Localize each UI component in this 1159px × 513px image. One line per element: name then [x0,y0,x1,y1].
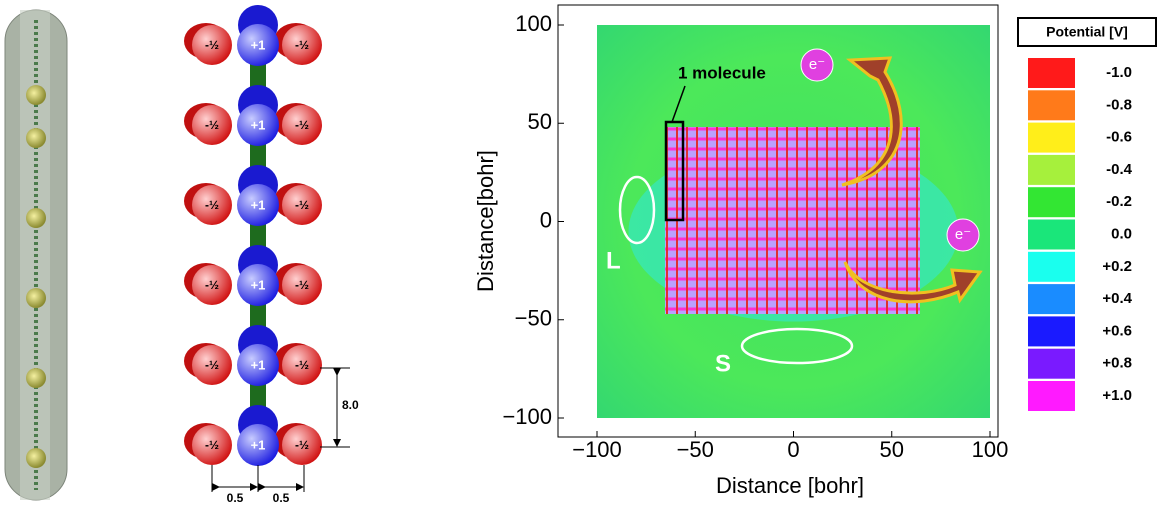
molecule-box [664,120,685,222]
colorbar-swatch [1028,90,1075,121]
charge-label: -½ [205,118,219,132]
y-tick-label: −100 [502,404,552,429]
colorbar-label: 0.0 [1111,225,1132,242]
charge-label: +1 [251,437,266,452]
molecule-pointer [671,85,686,123]
charge-sphere [282,265,322,305]
colorbar-label: -0.2 [1106,193,1132,210]
charge-label: -½ [205,358,219,372]
spacing-label: 8.0 [342,398,359,412]
annotation: e⁻ [809,56,825,73]
colorbar-swatch [1028,219,1075,250]
charge-label: +1 [251,277,266,292]
colorbar-label: +0.6 [1102,322,1132,339]
x-tick-label: −50 [677,437,714,462]
annotation: S [715,350,731,377]
charge-sphere [192,185,232,225]
colorbar-swatch [1028,316,1075,347]
colorbar-swatch [1028,58,1075,88]
charge-sphere [282,345,322,385]
colorbar-swatch [1028,251,1075,282]
charge-label: +1 [251,37,266,52]
charge-label: -½ [295,38,309,52]
charge-label: -½ [295,278,309,292]
x-tick-label: 0 [787,437,799,462]
charge-sphere [282,25,322,65]
emission-arrow [841,56,903,187]
colorbar-label: -0.4 [1106,161,1133,178]
y-axis-label: Distance[bohr] [473,150,498,292]
colorbar-swatch [1028,284,1075,315]
colorbar-swatch [1028,122,1075,153]
offset-label: 0.5 [227,491,244,505]
charge-sphere [282,105,322,145]
edge-marker [618,175,656,245]
charge-label: -½ [205,438,219,452]
charge-sphere [192,345,232,385]
colorbar-swatch [1028,381,1075,411]
charge-sphere [282,185,322,225]
electron [800,48,834,82]
colorbar-label: -0.8 [1106,96,1132,113]
edge-marker [740,327,854,365]
y-tick-label: 50 [528,109,552,134]
colorbar-title: Potential [V] [1046,24,1128,40]
colorbar-label: +0.8 [1102,355,1132,372]
charge-sphere [237,104,279,146]
x-axis-label: Distance [bohr] [716,473,864,498]
charge-label: +1 [251,357,266,372]
surface-render [4,9,68,501]
colorbar-swatch [1028,187,1075,218]
offset-label: 0.5 [273,491,290,505]
emission-arrow [843,261,983,304]
annotation: L [606,247,621,274]
charge-label: -½ [295,358,309,372]
charge-sphere [192,265,232,305]
y-tick-label: 100 [515,11,552,36]
y-tick-label: 0 [540,207,552,232]
charge-sphere [237,184,279,226]
charge-sphere [192,105,232,145]
charge-sphere [237,264,279,306]
electron [946,218,980,252]
colorbar-label: +1.0 [1102,387,1132,404]
molecule-diagram: -½ -½ +1 -½ -½ +1 -½ -½ +1 -½ -½ +1 -½ -½ +1 -½ -½ +1 8.0 0… [184,5,359,505]
charge-label: -½ [295,118,309,132]
colorbar-label: +0.2 [1102,258,1132,275]
colorbar-swatch [1028,348,1075,379]
colorbar-title-box [1017,17,1157,47]
charge-sphere [282,425,322,465]
charge-sphere [237,344,279,386]
annotation: e⁻ [955,226,971,243]
charge-sphere [237,424,279,466]
colorbar-label: -0.6 [1106,129,1132,146]
charge-label: +1 [251,197,266,212]
charge-label: -½ [295,438,309,452]
y-tick-label: −50 [515,306,552,331]
x-tick-label: 100 [972,437,1009,462]
x-tick-label: 50 [880,437,904,462]
charge-label: -½ [205,198,219,212]
charge-label: -½ [205,38,219,52]
charge-label: +1 [251,117,266,132]
annotation: 1 molecule [678,63,766,82]
charge-label: -½ [295,198,309,212]
colorbar-swatch [1028,154,1075,185]
charge-label: -½ [205,278,219,292]
charge-sphere [192,425,232,465]
charge-sphere [237,24,279,66]
colorbar-label: +0.4 [1102,290,1132,307]
x-tick-label: −100 [572,437,622,462]
colorbar-label: -1.0 [1106,64,1132,81]
charge-sphere [192,25,232,65]
potential-map: 1 molecule L Se⁻ e⁻ −100 −50 0 50 100 −100 −50 0 50 1… [473,4,1157,498]
